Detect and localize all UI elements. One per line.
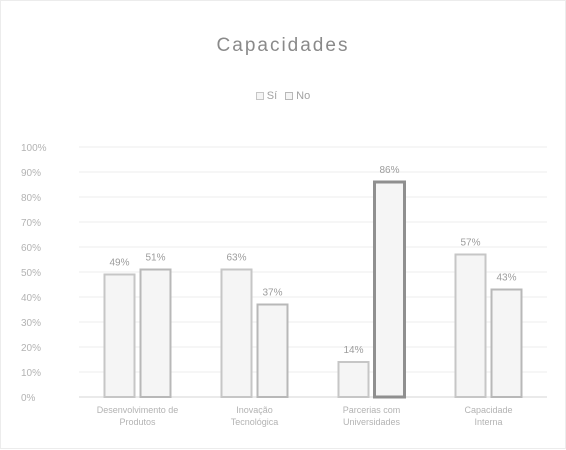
y-tick-label: 80% (21, 193, 41, 204)
data-label: 49% (109, 258, 129, 269)
x-tick-label: Produtos (119, 417, 156, 427)
bar-si (454, 253, 487, 398)
x-tick-label: Inovação (236, 405, 273, 415)
legend-label-no: No (296, 90, 311, 102)
y-tick-label: 60% (21, 243, 41, 254)
bar-si (220, 268, 253, 398)
y-tick-label: 40% (21, 293, 41, 304)
data-label: 51% (145, 253, 165, 264)
chart-legend: Sí No (1, 90, 565, 102)
bar-no (373, 180, 406, 399)
bar-si (103, 273, 136, 398)
legend-label-si: Sí (266, 90, 278, 102)
y-tick-label: 10% (21, 368, 41, 379)
bar-no (256, 303, 289, 398)
x-tick-label: Capacidade (464, 405, 512, 415)
legend-item-si: Sí (255, 90, 278, 102)
legend-swatch-no (285, 92, 294, 100)
y-tick-label: 30% (21, 318, 41, 329)
x-tick-label: Parcerias com (343, 405, 401, 415)
data-label: 14% (343, 345, 363, 356)
y-tick-label: 20% (21, 343, 41, 354)
chart-title: Capacidades (216, 35, 350, 56)
y-tick-label: 0% (21, 393, 36, 404)
data-label: 63% (226, 253, 246, 264)
x-tick-label: Tecnológica (231, 417, 279, 427)
data-label: 37% (262, 288, 282, 299)
y-tick-label: 70% (21, 218, 41, 229)
x-tick-label: Interna (474, 417, 502, 427)
legend-swatch-si (255, 92, 264, 100)
data-label: 86% (379, 165, 399, 176)
data-label: 57% (460, 238, 480, 249)
y-tick-label: 50% (21, 268, 41, 279)
bar-no (490, 288, 523, 398)
y-tick-label: 90% (21, 168, 41, 179)
x-tick-label: Universidades (343, 417, 401, 427)
y-tick-label: 100% (21, 143, 47, 154)
data-label: 43% (496, 273, 516, 284)
x-tick-label: Desenvolvimento de (97, 405, 179, 415)
bar-si (337, 361, 370, 398)
legend-item-no: No (285, 90, 310, 102)
bar-no (139, 268, 172, 398)
